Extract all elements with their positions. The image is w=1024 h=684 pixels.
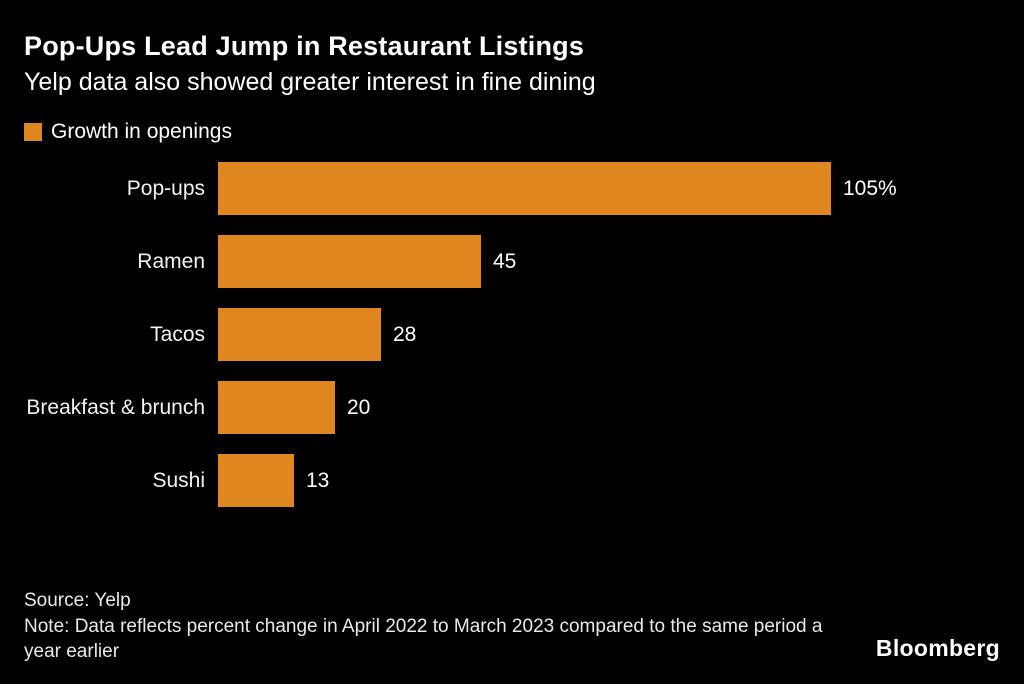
bar-row: Tacos 28: [24, 308, 1000, 362]
source-text: Source: Yelp: [24, 590, 131, 612]
category-label: Tacos: [150, 322, 205, 346]
value-label: 45: [493, 249, 517, 273]
legend-label: Growth in openings: [51, 120, 232, 144]
bar-area: 105%: [218, 162, 1000, 216]
bar: [218, 235, 481, 289]
bar: [218, 454, 294, 508]
bar-row: Breakfast & brunch 20: [24, 381, 1000, 435]
bloomberg-logo: Bloomberg: [875, 635, 1000, 661]
bar-area: 28: [218, 308, 1000, 362]
footnotes: Source: Yelp Note: Data reflects percent…: [24, 589, 854, 664]
bar-area: 20: [218, 381, 1000, 435]
value-label: 28: [393, 322, 417, 346]
legend-swatch-icon: [24, 123, 42, 142]
bar-area: 45: [218, 235, 1000, 289]
category-label: Breakfast & brunch: [26, 395, 205, 419]
category-label: Pop-ups: [126, 176, 205, 200]
value-label: 20: [347, 395, 371, 419]
chart-footer: Source: Yelp Note: Data reflects percent…: [24, 589, 1000, 664]
note-text: Note: Data reflects percent change in Ap…: [24, 616, 823, 662]
bar: [218, 308, 381, 362]
bar-rows: Pop-ups 105% Ramen 45 Tacos 28 Breakfast & bru…: [24, 162, 1000, 527]
bar-row: Ramen 45: [24, 235, 1000, 289]
category-label: Ramen: [137, 249, 205, 273]
chart-title: Pop-Ups Lead Jump in Restaurant Listings: [24, 31, 585, 61]
value-label: 13: [306, 468, 330, 492]
bar-row: Pop-ups 105%: [24, 162, 1000, 216]
bar-row: Sushi 13: [24, 454, 1000, 508]
category-label: Sushi: [152, 468, 205, 492]
legend: Growth in openings: [24, 120, 1000, 144]
chart-subtitle: Yelp data also showed greater interest i…: [24, 67, 596, 96]
bar-area: 13: [218, 454, 1000, 508]
value-label: 105%: [843, 176, 897, 200]
bar: [218, 381, 335, 435]
bar: [218, 162, 831, 216]
